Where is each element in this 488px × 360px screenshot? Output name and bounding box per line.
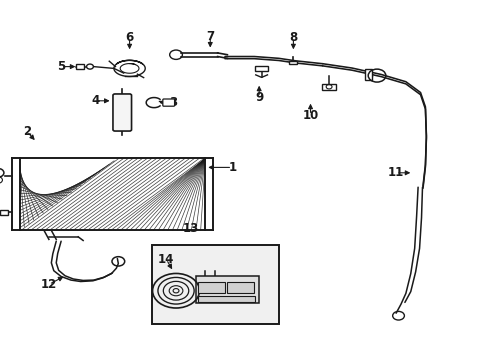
Text: 5: 5: [57, 60, 65, 73]
Bar: [0, 210, 8, 215]
Bar: [227, 282, 253, 293]
Text: 1: 1: [228, 161, 236, 174]
Bar: [76, 64, 83, 69]
Text: 13: 13: [182, 222, 199, 235]
FancyBboxPatch shape: [113, 94, 131, 131]
Circle shape: [86, 64, 93, 69]
Text: 9: 9: [255, 91, 263, 104]
FancyBboxPatch shape: [163, 99, 174, 106]
Text: 6: 6: [125, 31, 133, 44]
Bar: [289, 61, 297, 64]
Bar: [20, 158, 205, 230]
Text: 12: 12: [41, 278, 57, 291]
Bar: [255, 66, 267, 71]
Text: 3: 3: [169, 96, 177, 109]
Text: 7: 7: [206, 30, 214, 42]
Bar: [198, 296, 255, 302]
Text: 2: 2: [23, 125, 31, 138]
Text: 14: 14: [158, 253, 174, 266]
Text: 4: 4: [91, 94, 99, 107]
Bar: [321, 84, 336, 90]
Bar: [151, 245, 278, 324]
Bar: [195, 276, 259, 303]
Text: 10: 10: [302, 109, 318, 122]
Bar: [364, 69, 371, 80]
Bar: [198, 282, 224, 293]
Text: 8: 8: [289, 31, 297, 44]
Text: 11: 11: [387, 166, 404, 179]
